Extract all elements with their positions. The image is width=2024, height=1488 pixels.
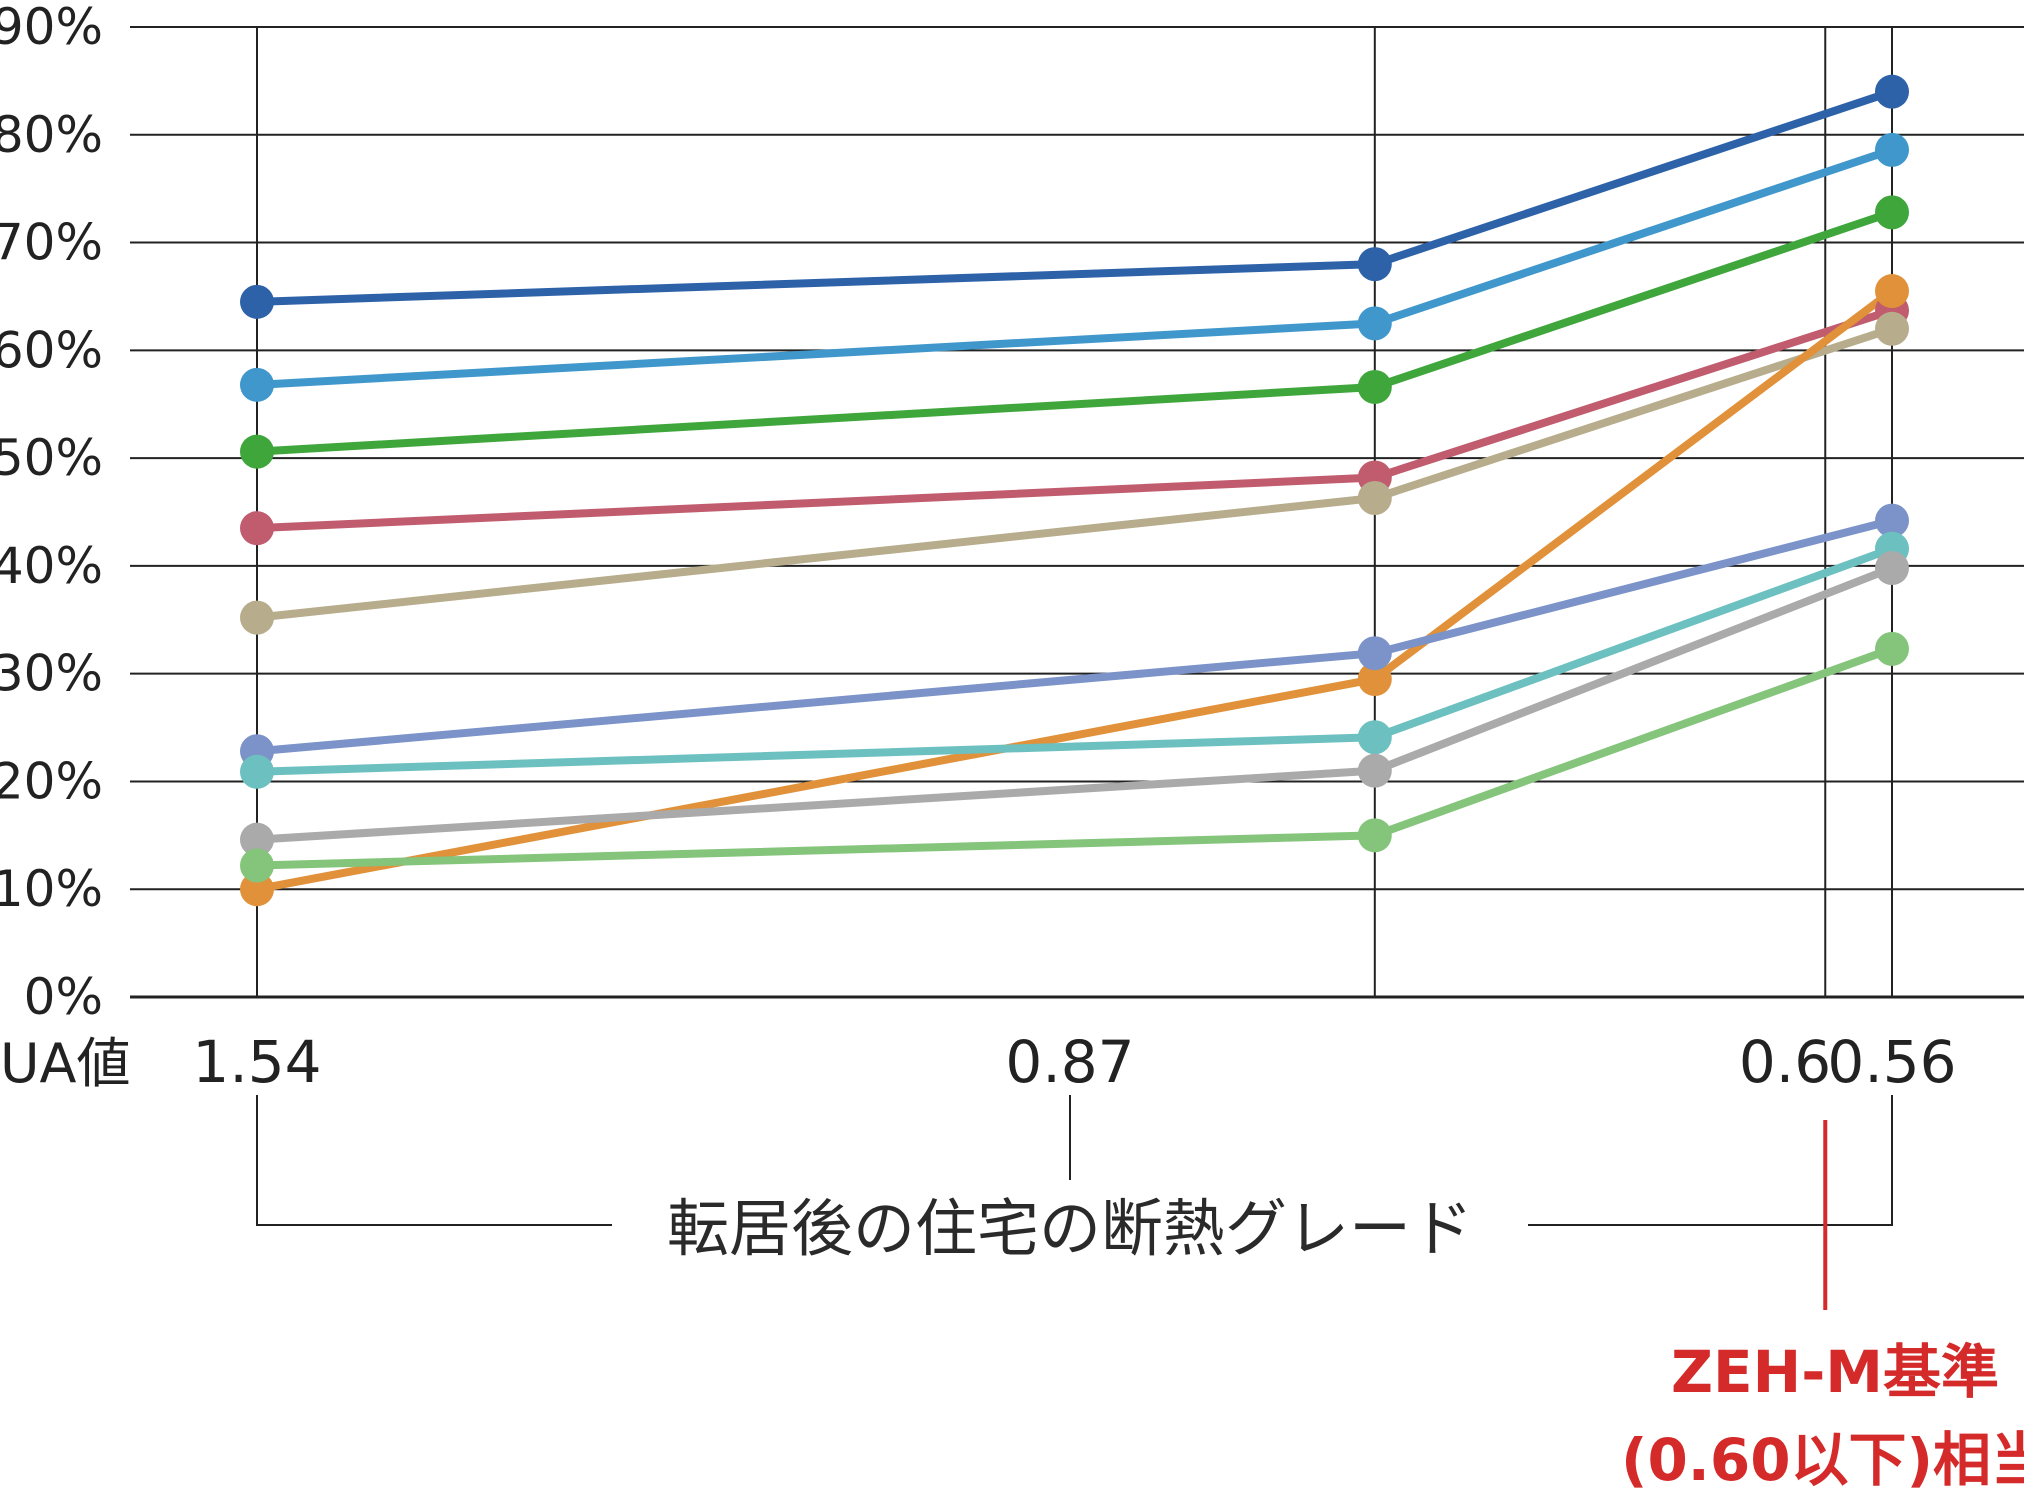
bracket-lines bbox=[256, 1095, 1893, 1226]
zeh-annotation-line2: (0.60以下)相当 bbox=[1621, 1426, 2024, 1488]
grid-lines bbox=[130, 26, 2024, 999]
data-point-0-1 bbox=[1357, 247, 1392, 282]
y-tick-label: 60% bbox=[0, 321, 103, 379]
data-point-8-0 bbox=[240, 822, 274, 857]
data-point-6-2 bbox=[1875, 503, 1909, 538]
data-point-1-1 bbox=[1357, 306, 1392, 341]
data-point-5-1 bbox=[1357, 662, 1392, 697]
data-points bbox=[240, 74, 1909, 907]
series-line-2 bbox=[253, 208, 1896, 456]
series-lines bbox=[253, 87, 1896, 894]
data-point-7-0 bbox=[240, 754, 274, 789]
y-tick-label: 0% bbox=[24, 968, 103, 1026]
data-point-2-1 bbox=[1357, 369, 1392, 404]
data-point-4-2 bbox=[1875, 311, 1909, 346]
series-line-0 bbox=[253, 87, 1896, 306]
data-point-1-2 bbox=[1875, 132, 1909, 167]
y-tick-label: 10% bbox=[0, 860, 103, 918]
data-point-9-2 bbox=[1875, 631, 1909, 666]
x-tick-label-0-87: 0.87 bbox=[1005, 1028, 1134, 1096]
x-tick-label-1-54: 1.54 bbox=[192, 1028, 321, 1096]
data-point-8-1 bbox=[1357, 753, 1392, 788]
data-point-1-0 bbox=[240, 367, 274, 402]
data-point-2-2 bbox=[1875, 195, 1909, 230]
y-axis-tick-labels: 0% 10% 20% 30% 40% 50% 60% 70% 80% 90% bbox=[0, 0, 103, 1026]
x-tick-label-0-56: 0.56 bbox=[1827, 1028, 1956, 1096]
data-point-2-0 bbox=[240, 434, 274, 469]
data-point-0-2 bbox=[1875, 74, 1909, 109]
y-tick-label: 90% bbox=[0, 0, 103, 56]
data-point-9-0 bbox=[240, 848, 274, 883]
y-tick-label: 80% bbox=[0, 106, 103, 164]
zeh-annotation-line1: ZEH-M基準 bbox=[1671, 1338, 1999, 1406]
y-tick-label: 20% bbox=[0, 752, 103, 810]
data-point-0-0 bbox=[240, 284, 274, 319]
data-point-5-0 bbox=[240, 872, 274, 907]
y-tick-label: 30% bbox=[0, 645, 103, 703]
y-tick-label: 70% bbox=[0, 214, 103, 272]
data-point-3-0 bbox=[240, 511, 274, 546]
grade-bracket: 転居後の住宅の断熱グレード bbox=[256, 1095, 1893, 1265]
data-point-7-1 bbox=[1357, 720, 1392, 755]
x-tick-label-0-6: 0.6 bbox=[1739, 1028, 1831, 1096]
data-point-5-2 bbox=[1875, 274, 1909, 309]
data-point-9-1 bbox=[1357, 818, 1392, 853]
x-axis-tick-labels: UA値 1.54 0.87 0.6 0.56 bbox=[0, 1028, 1957, 1096]
data-point-8-2 bbox=[1875, 551, 1909, 586]
data-point-4-0 bbox=[240, 600, 274, 635]
bracket-label: 転居後の住宅の断熱グレード bbox=[667, 1192, 1473, 1265]
series-line-8 bbox=[253, 564, 1896, 844]
y-tick-label: 40% bbox=[0, 537, 103, 595]
y-tick-label: 50% bbox=[0, 429, 103, 487]
data-point-6-1 bbox=[1357, 636, 1392, 671]
data-point-4-1 bbox=[1357, 480, 1392, 515]
x-axis-label: UA値 bbox=[0, 1032, 130, 1095]
zeh-annotation: ZEH-M基準 (0.60以下)相当 bbox=[1621, 1120, 2024, 1488]
